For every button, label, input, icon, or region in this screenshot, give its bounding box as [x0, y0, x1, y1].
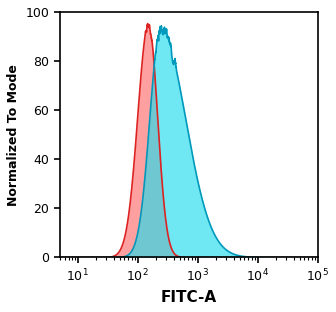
Y-axis label: Normalized To Mode: Normalized To Mode: [7, 64, 20, 206]
X-axis label: FITC-A: FITC-A: [161, 290, 217, 305]
